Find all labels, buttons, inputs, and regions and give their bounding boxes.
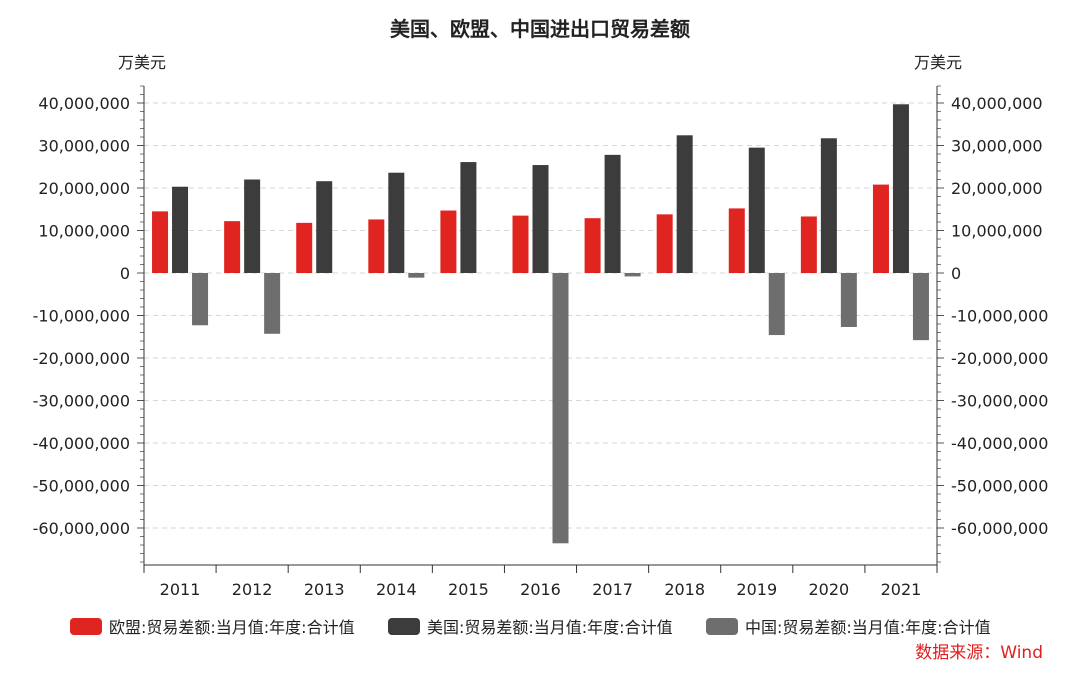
bar-2011-series-3: [192, 273, 209, 326]
right-tick-label: -60,000,000: [951, 519, 1048, 538]
bar-2012-series-3: [264, 273, 281, 334]
bar-2020-series-3: [840, 273, 857, 327]
left-tick-label: -20,000,000: [33, 349, 130, 368]
legend-label-series-1: 欧盟:贸易差额:当月值:年度:合计值: [109, 618, 355, 637]
x-tick-label: 2021: [881, 580, 922, 599]
bar-2017-series-2: [604, 154, 621, 273]
bar-2020-series-1: [800, 216, 817, 273]
axes: 40,000,000 40,000,000 30,000,000 30,000,000…: [33, 85, 1048, 599]
right-tick-label: -20,000,000: [951, 349, 1048, 368]
bar-2021-series-2: [892, 104, 909, 274]
legend-label-series-3: 中国:贸易差额:当月值:年度:合计值: [745, 618, 991, 637]
legend-swatch-series-1: [70, 618, 102, 635]
left-tick-label: 10,000,000: [38, 222, 130, 241]
legend-swatch-series-2: [388, 618, 420, 635]
x-tick-label: 2013: [304, 580, 345, 599]
bar-2020-series-2: [820, 138, 837, 273]
left-tick-label: 0: [120, 264, 130, 283]
left-tick-label: 20,000,000: [38, 179, 130, 198]
x-tick-label: 2012: [232, 580, 273, 599]
x-tick-label: 2011: [160, 580, 201, 599]
data-source-note: 数据来源：Wind: [915, 643, 1043, 663]
bar-2013-series-1: [296, 222, 313, 273]
x-tick-label: 2020: [809, 580, 850, 599]
bar-2014-series-1: [368, 219, 385, 273]
legend-swatch-series-3: [706, 618, 738, 635]
bar-2019-series-2: [748, 147, 765, 273]
bar-2016-series-3: [552, 273, 569, 544]
bar-2021-series-1: [872, 184, 889, 273]
right-tick-label: 0: [951, 264, 961, 283]
x-tick-label: 2017: [592, 580, 633, 599]
left-tick-label: -40,000,000: [33, 434, 130, 453]
x-tick-label: 2019: [736, 580, 777, 599]
right-axis-unit: 万美元: [914, 53, 962, 72]
bar-2017-series-1: [584, 218, 601, 273]
bar-2016-series-1: [512, 215, 529, 273]
left-tick-label: -10,000,000: [33, 307, 130, 326]
bar-2011-series-1: [152, 211, 169, 273]
right-tick-label: 20,000,000: [951, 179, 1043, 198]
right-tick-label: 40,000,000: [951, 94, 1043, 113]
left-tick-label: -50,000,000: [33, 477, 130, 496]
bar-2018-series-2: [676, 135, 693, 273]
bar-2015-series-1: [440, 210, 457, 273]
x-tick-label: 2014: [376, 580, 417, 599]
legend: 欧盟:贸易差额:当月值:年度:合计值 美国:贸易差额:当月值:年度:合计值 中国:贸…: [70, 618, 991, 637]
bar-2019-series-3: [768, 273, 785, 336]
legend-label-series-2: 美国:贸易差额:当月值:年度:合计值: [427, 618, 673, 637]
x-tick-label: 2016: [520, 580, 561, 599]
left-tick-label: -30,000,000: [33, 392, 130, 411]
bar-2012-series-2: [244, 179, 261, 273]
x-tick-label: 2018: [664, 580, 705, 599]
right-tick-label: -50,000,000: [951, 477, 1048, 496]
bar-2014-series-3: [408, 273, 425, 278]
bar-2021-series-3: [912, 273, 929, 341]
right-tick-label: -30,000,000: [951, 392, 1048, 411]
bar-2013-series-2: [316, 181, 333, 273]
left-axis-unit: 万美元: [118, 53, 166, 72]
bar-2019-series-1: [728, 208, 745, 273]
bar-2014-series-2: [388, 172, 405, 273]
right-tick-label: -40,000,000: [951, 434, 1048, 453]
bar-2017-series-3: [624, 273, 641, 277]
left-tick-label: 40,000,000: [38, 94, 130, 113]
bar-2018-series-1: [656, 214, 673, 273]
right-tick-label: 10,000,000: [951, 222, 1043, 241]
bar-2011-series-2: [172, 186, 189, 273]
left-tick-label: -60,000,000: [33, 519, 130, 538]
right-tick-label: -10,000,000: [951, 307, 1048, 326]
bar-2012-series-1: [224, 221, 241, 273]
bar-2016-series-2: [532, 165, 549, 273]
bars: [152, 104, 929, 544]
bar-2015-series-2: [460, 162, 477, 273]
chart-title: 美国、欧盟、中国进出口贸易差额: [390, 17, 690, 41]
right-tick-label: 30,000,000: [951, 137, 1043, 156]
x-tick-label: 2015: [448, 580, 489, 599]
left-tick-label: 30,000,000: [38, 137, 130, 156]
